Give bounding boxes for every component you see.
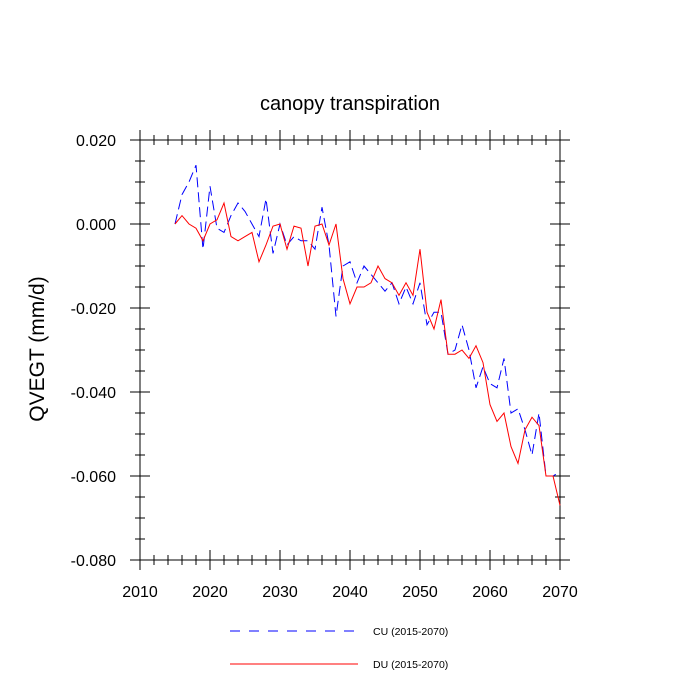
chart-title: canopy transpiration xyxy=(260,93,440,115)
y-tick-label: -0.040 xyxy=(71,385,116,402)
legend-label-du: DU (2015-2070) xyxy=(373,659,448,671)
x-tick-label: 2040 xyxy=(332,584,368,601)
axis-ticks xyxy=(130,130,570,570)
y-tick-label: 0.020 xyxy=(76,133,116,150)
data-series xyxy=(174,165,561,506)
x-tick-label: 2030 xyxy=(262,584,298,601)
legend-label-cu: CU (2015-2070) xyxy=(373,626,448,638)
legend: CU (2015-2070) DU (2015-2070) xyxy=(230,626,448,671)
y-tick-label: 0.000 xyxy=(76,217,116,234)
y-tick-label: -0.020 xyxy=(71,301,116,318)
x-tick-label: 2010 xyxy=(122,584,158,601)
x-tick-label: 2020 xyxy=(192,584,228,601)
axis-tick-labels: 2010 2020 2030 2040 2050 2060 2070 0.020 0.000 -0… xyxy=(71,133,578,601)
x-tick-label: 2050 xyxy=(402,584,438,601)
y-tick-label: -0.060 xyxy=(71,469,116,486)
x-tick-label: 2060 xyxy=(472,584,508,601)
x-tick-label: 2070 xyxy=(542,584,578,601)
y-tick-label: -0.080 xyxy=(71,553,116,570)
series-line-du xyxy=(174,201,561,506)
series-line-cu xyxy=(174,165,561,477)
y-axis-label: QVEGT (mm/d) xyxy=(26,276,49,421)
